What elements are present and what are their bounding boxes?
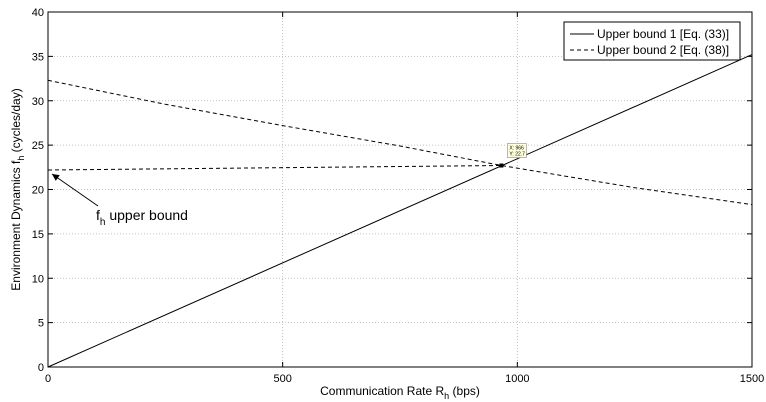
series-line-1	[47, 79, 753, 206]
annotation-text-sub: h	[100, 217, 106, 228]
y-tick-label: 0	[38, 362, 44, 374]
datatip-y-text: Y: 22.7	[509, 152, 525, 158]
y-axis-label: Environment Dynamics fh (cycles/day)	[9, 88, 26, 290]
y-axis-label-suffix: (cycles/day)	[9, 88, 23, 155]
legend-label-upper-bound-1: Upper bound 1 [Eq. (33)]	[597, 27, 729, 41]
y-tick-label: 40	[32, 7, 44, 19]
annotation-arrowhead	[52, 173, 60, 181]
y-tick-label: 20	[32, 185, 44, 197]
x-axis-label-suffix: (bps)	[449, 384, 480, 398]
x-tick-label: 1500	[740, 373, 764, 385]
y-tick-label: 15	[32, 229, 44, 241]
legend: Upper bound 1 [Eq. (33)] Upper bound 2 […	[563, 21, 741, 61]
y-tick-label: 10	[32, 273, 44, 285]
y-tick-label: 5	[38, 318, 44, 330]
series-line-0	[47, 54, 753, 368]
x-axis-label: Communication Rate Rh (bps)	[320, 384, 480, 401]
annotation-text-main: f	[96, 207, 100, 223]
annotation-text-rest: upper bound	[105, 207, 188, 223]
datatip-marker	[499, 163, 504, 168]
y-axis-label-sub: h	[16, 156, 26, 161]
axis-ticks: 0 500 1000 1500 0 5 10 15 20 25 30 35 40	[32, 7, 764, 385]
y-axis-label-main: Environment Dynamics f	[9, 160, 23, 291]
x-axis-label-sub: h	[444, 391, 449, 401]
legend-box	[563, 21, 741, 61]
y-tick-label: 25	[32, 140, 44, 152]
y-tick-label: 30	[32, 96, 44, 108]
series-lines	[47, 54, 753, 368]
grid-lines	[48, 12, 752, 367]
x-tick-label: 0	[45, 373, 51, 385]
datatip-x-text: X: 966	[509, 146, 524, 152]
series-line-2	[47, 165, 502, 171]
legend-label-upper-bound-2: Upper bound 2 [Eq. (38)]	[597, 43, 729, 57]
y-tick-label: 35	[32, 51, 44, 63]
x-tick-label: 500	[273, 373, 291, 385]
datatip-box	[507, 143, 527, 158]
x-axis-label-main: Communication Rate R	[320, 384, 444, 398]
annotation-arrow	[51, 173, 99, 207]
x-tick-label: 1000	[505, 373, 529, 385]
datatip[interactable]: X: 966 Y: 22.7	[499, 143, 527, 168]
annotation: fh upper bound	[51, 173, 188, 228]
annotation-text: fh upper bound	[96, 207, 188, 228]
